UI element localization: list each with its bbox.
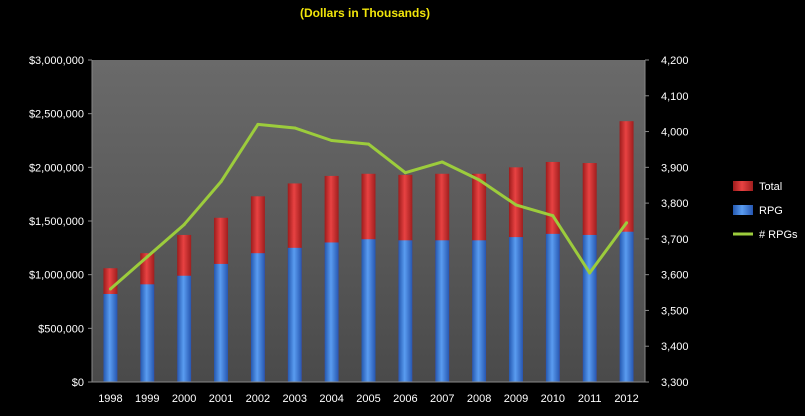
rpg-bar-2009 (508, 237, 523, 382)
left-axis: $0 $500,000 $1,000,000 $1,500,000 $2,000,000… (29, 55, 93, 389)
x-tick-label: 2004 (319, 393, 343, 405)
rpg-bar-2008 (472, 240, 487, 382)
rpg-bar-2000 (177, 275, 192, 382)
chart-title: (Dollars in Thousands) (299, 6, 430, 20)
right-tick-label: 3,900 (661, 162, 689, 174)
rpgs-point-2001 (219, 180, 223, 184)
rpg-bar-2003 (287, 247, 302, 382)
right-tick-label: 4,000 (661, 127, 689, 139)
rpgs-point-2000 (182, 223, 186, 227)
right-tick-label: 3,700 (661, 234, 689, 246)
rpgs-point-2008 (477, 178, 481, 182)
right-axis: 3,300 3,400 3,500 3,600 3,700 3,800 3,900 4,000… (644, 55, 689, 389)
x-tick-label: 2007 (430, 393, 454, 405)
rpg-bar-2002 (250, 253, 265, 382)
legend-label: RPG (759, 205, 783, 217)
x-tick-label: 2001 (209, 393, 233, 405)
left-tick-label: $2,500,000 (29, 109, 84, 121)
rpg-bar-2012 (619, 231, 634, 382)
right-tick-label: 4,200 (661, 55, 689, 67)
rpg-bar-1998 (103, 293, 118, 382)
right-tick-label: 3,600 (661, 270, 689, 282)
x-tick-label: 2002 (246, 393, 270, 405)
x-tick-label: 2008 (467, 393, 491, 405)
rpgs-point-2006 (403, 171, 407, 175)
rpgs-point-2007 (440, 160, 444, 164)
rpgs-point-2002 (256, 122, 260, 126)
left-tick-label: $3,000,000 (29, 55, 84, 67)
x-tick-label: 2009 (504, 393, 528, 405)
rpg-series (103, 231, 634, 382)
rpgs-point-2005 (367, 142, 370, 146)
left-tick-label: $1,000,000 (29, 270, 84, 282)
rpgs-point-2012 (625, 221, 629, 225)
right-tick-label: 3,400 (661, 341, 689, 353)
rpgs-point-1999 (145, 255, 149, 259)
rpg-bar-1999 (140, 284, 155, 382)
legend-swatch-total (733, 181, 753, 191)
x-tick-label: 2000 (172, 393, 196, 405)
left-tick-label: $500,000 (38, 323, 84, 335)
rpgs-line-series (108, 122, 629, 291)
rpg-bar-2005 (361, 239, 376, 382)
x-tick-label: 2003 (283, 393, 307, 405)
left-tick-label: $1,500,000 (29, 216, 84, 228)
x-tick-label: 2005 (356, 393, 380, 405)
rpgs-point-2004 (330, 139, 334, 142)
x-axis: 1998 1999 2000 2001 2002 2003 2004 2005 2006 2007… (92, 381, 645, 405)
right-tick-label: 3,800 (661, 198, 689, 210)
rpg-bar-2010 (545, 233, 560, 382)
rpgs-point-2011 (588, 271, 592, 275)
legend-swatch-rpg (733, 205, 753, 215)
left-tick-label: $0 (72, 377, 84, 389)
rpg-bar-2011 (582, 234, 597, 382)
left-tick-label: $2,000,000 (29, 162, 84, 174)
rpgs-point-1998 (108, 287, 112, 291)
rpgs-point-2009 (514, 203, 518, 207)
rpg-bar-2001 (214, 263, 229, 382)
x-tick-label: 2010 (541, 393, 565, 405)
legend-label: # RPGs (759, 229, 798, 241)
x-tick-label: 2006 (393, 393, 417, 405)
rpg-bar-2006 (398, 240, 413, 382)
x-tick-label: 1999 (135, 393, 159, 405)
x-tick-label: 1998 (98, 393, 122, 405)
right-tick-label: 4,100 (661, 91, 689, 103)
legend-label: Total (759, 181, 782, 193)
right-tick-label: 3,300 (661, 377, 689, 389)
rpgs-point-2010 (551, 214, 555, 218)
legend: Total RPG # RPGs (733, 181, 798, 241)
rpg-bar-2007 (435, 240, 450, 382)
x-tick-label: 2012 (614, 393, 638, 405)
x-tick-label: 2011 (578, 393, 602, 405)
rpg-bar-2004 (324, 242, 339, 382)
rpgs-point-2003 (293, 126, 297, 130)
right-tick-label: 3,500 (661, 305, 689, 317)
